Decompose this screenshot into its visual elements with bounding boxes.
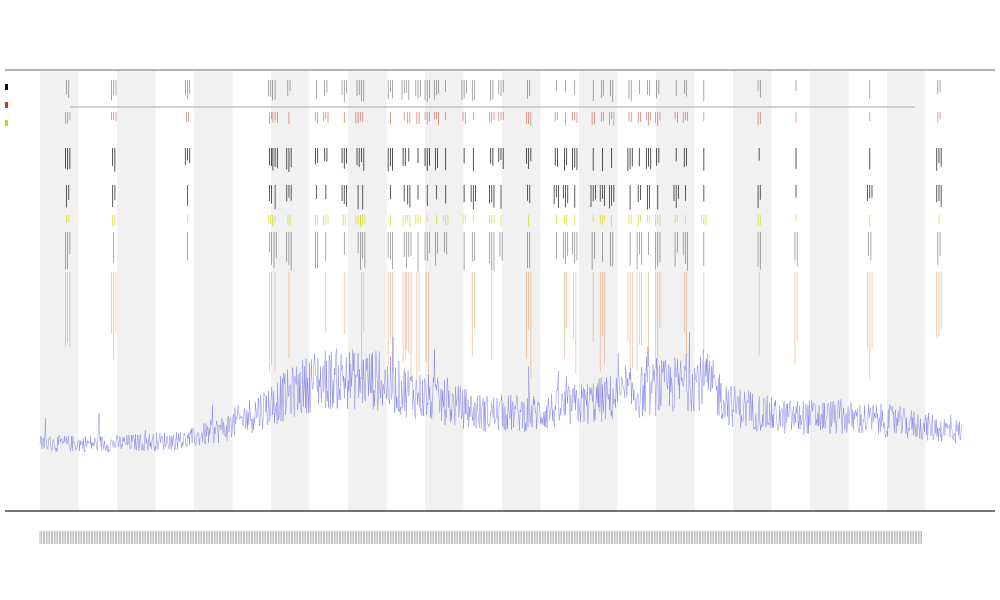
background-band — [194, 71, 233, 511]
background-band — [656, 71, 695, 511]
background-band — [733, 71, 772, 511]
x-tick-marks — [39, 531, 922, 544]
background-band — [425, 71, 464, 511]
background-band — [502, 71, 541, 511]
event-markers — [65, 80, 942, 381]
trace-series — [39, 332, 963, 453]
legend-swatch — [5, 102, 8, 108]
background-band — [271, 71, 310, 511]
legend — [5, 84, 8, 126]
background-band — [579, 71, 618, 511]
background-band — [810, 71, 849, 511]
legend-swatch — [5, 120, 8, 126]
trace-line — [39, 332, 963, 453]
background-band — [887, 71, 926, 511]
legend-swatch — [5, 84, 8, 90]
background-band — [348, 71, 387, 511]
alternating-background-bands — [40, 71, 926, 511]
background-band — [40, 71, 79, 511]
plot-axes — [5, 69, 995, 512]
